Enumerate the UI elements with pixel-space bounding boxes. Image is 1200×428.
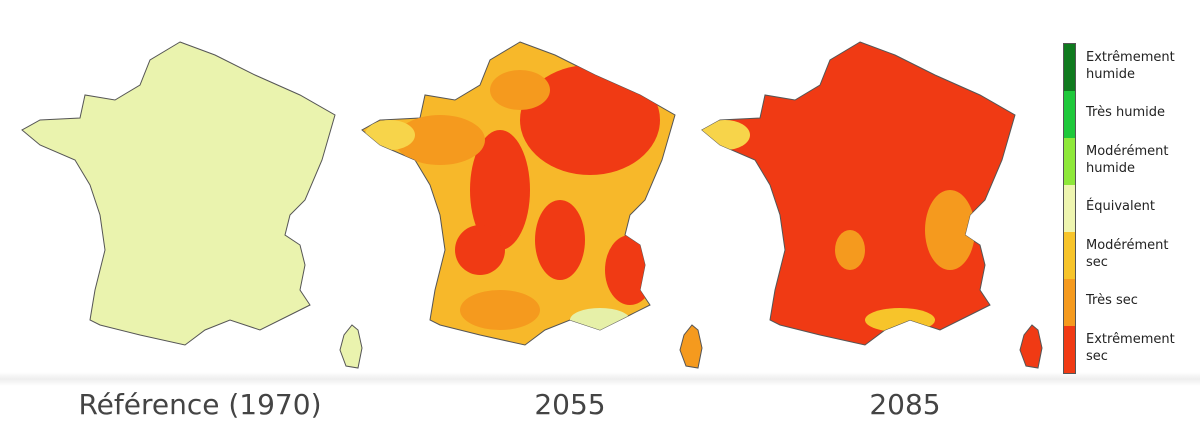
- legend-swatch: [1064, 279, 1075, 326]
- legend-swatch: [1064, 138, 1075, 185]
- legend-label: Équivalent: [1086, 199, 1155, 214]
- divider-band: [0, 372, 1200, 386]
- map-reference-1970: [21, 41, 363, 369]
- map-2085: [701, 41, 1043, 369]
- caption-2055: 2055: [534, 388, 606, 421]
- legend-colorbar: [1063, 43, 1076, 374]
- legend-label: Extrêmement humide: [1086, 50, 1175, 82]
- legend-swatch: [1064, 91, 1075, 138]
- legend-label: Très sec: [1086, 293, 1138, 308]
- caption-reference: Référence (1970): [78, 388, 322, 421]
- legend-swatch: [1064, 185, 1075, 232]
- legend-swatch: [1064, 44, 1075, 91]
- legend-label: Très humide: [1086, 105, 1165, 120]
- legend-swatch: [1064, 326, 1075, 373]
- legend-swatch: [1064, 232, 1075, 279]
- legend-label: Modérément humide: [1086, 144, 1169, 176]
- caption-2085: 2085: [869, 388, 941, 421]
- map-2055: [361, 41, 703, 369]
- legend-label: Modérément sec: [1086, 238, 1169, 270]
- legend-label: Extrêmement sec: [1086, 332, 1175, 364]
